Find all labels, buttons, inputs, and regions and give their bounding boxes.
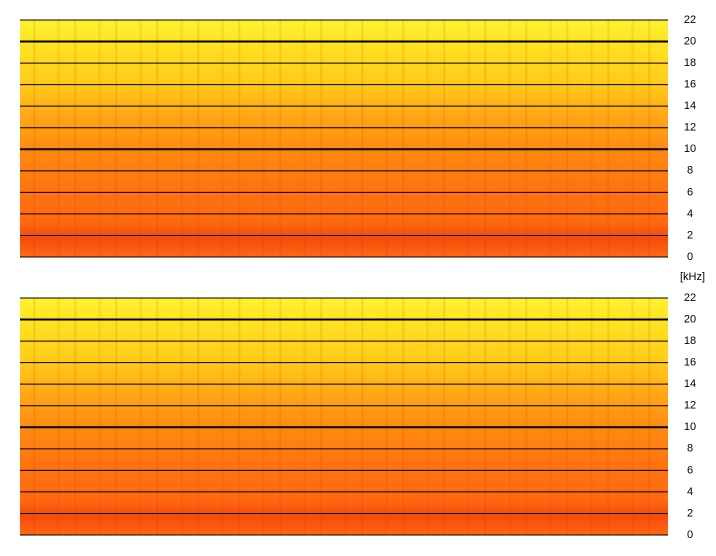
y-tick-label: 10 [684,143,696,155]
y-tick-label: 2 [687,507,693,519]
y-tick-label: 0 [687,529,693,541]
y-tick-label: 0 [687,251,693,263]
y-tick-label: 18 [684,57,696,69]
y-tick-label: 22 [684,292,696,304]
y-tick-label: 14 [684,100,696,112]
y-tick-label: 4 [687,208,693,220]
y-tick-label: 12 [684,400,696,412]
y-tick-label: 12 [684,122,696,134]
y-tick-label: 8 [687,443,693,455]
y-tick-label: 14 [684,378,696,390]
y-tick-label: 22 [684,14,696,26]
y-tick-label: 16 [684,357,696,369]
y-tick-label: 6 [687,464,693,476]
spectrogram-image [20,298,668,535]
spectrogram-image [20,20,668,257]
y-tick-label: 10 [684,421,696,433]
y-tick-label: 2 [687,229,693,241]
y-tick-label: 4 [687,486,693,498]
y-tick-label: 6 [687,186,693,198]
y-axis-label: [kHz] [680,271,705,283]
y-tick-label: 8 [687,165,693,177]
y-tick-label: 16 [684,79,696,91]
y-tick-label: 20 [684,35,696,47]
y-tick-label: 18 [684,335,696,347]
y-tick-label: 20 [684,313,696,325]
